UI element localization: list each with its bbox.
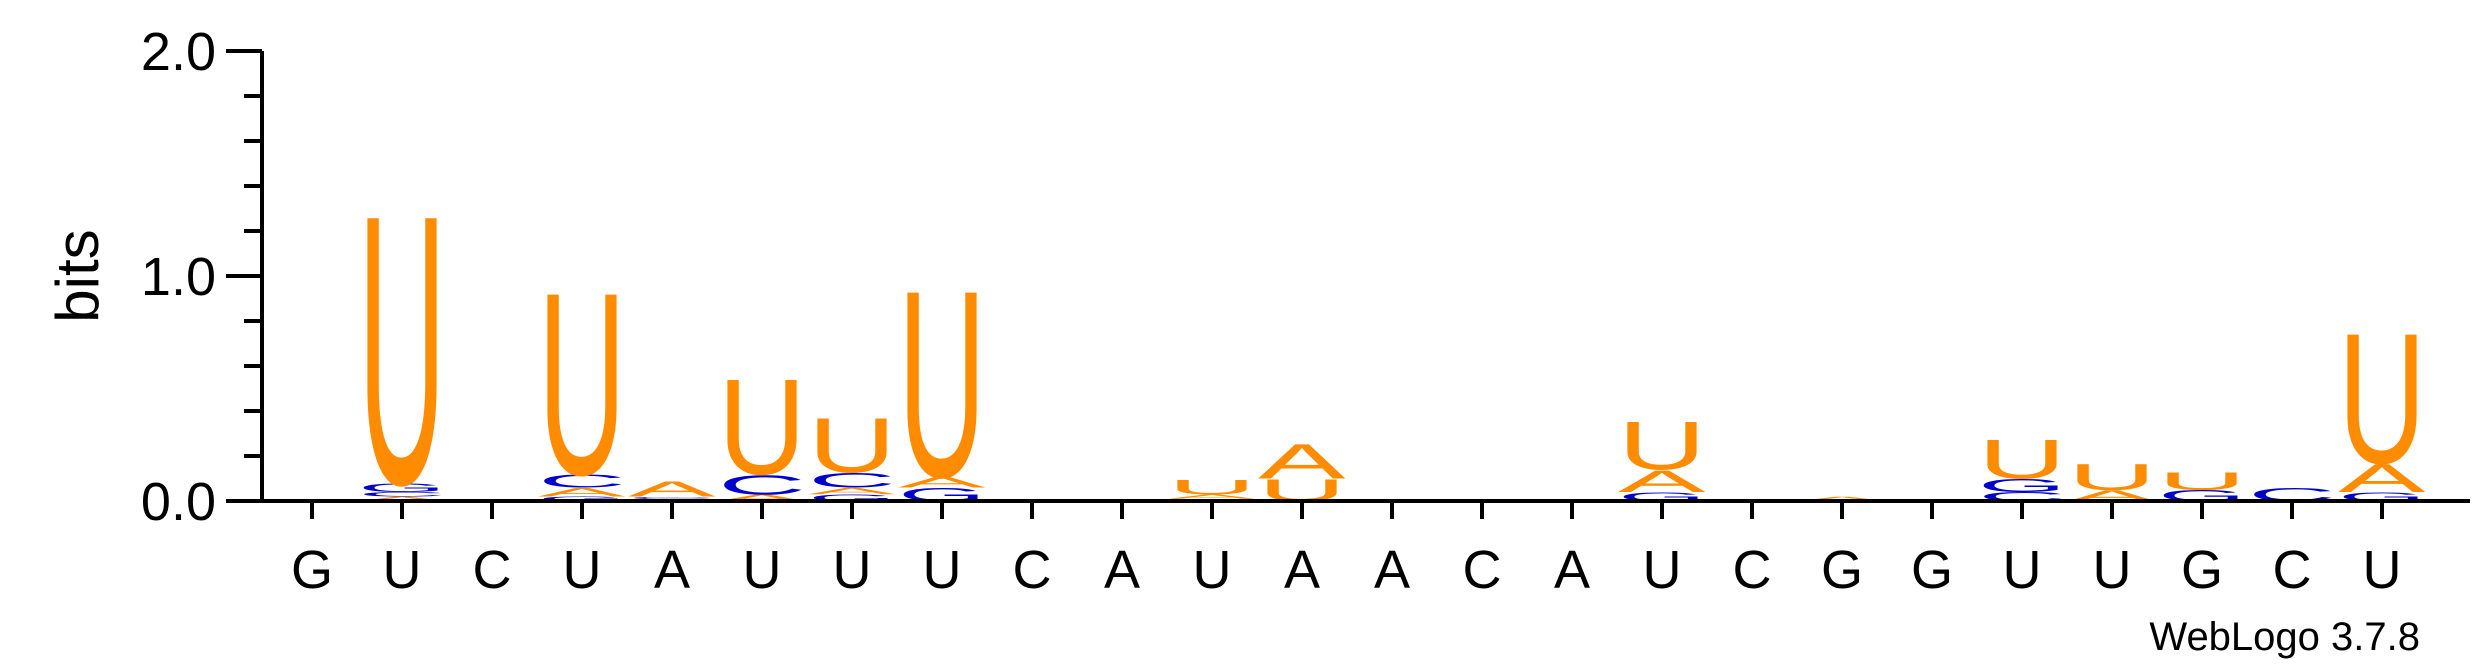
logo-letter-u: U [1978,428,2066,490]
logo-letter-a: A [898,473,986,490]
logo-letter-g: G [358,481,446,495]
x-tick-label: U [563,540,602,600]
x-tick-label: G [1911,540,1953,600]
x-tick-label: A [1284,540,1320,600]
x-tick-label: C [1733,540,1772,600]
x-tick-label: C [1013,540,1052,600]
y-tick-label: 1.0 [141,247,216,307]
logo-letter-u: U [808,402,896,489]
x-tick-label: U [923,540,962,600]
logo-letter-a: A [358,495,446,502]
logo-letter-u: U [718,352,806,504]
logo-letter-u: U [1168,475,1256,499]
logo-letter-u: U [2068,456,2156,498]
logo-letter-u: U [2338,296,2426,503]
logo-letter-c: C [808,468,896,492]
logo-letter-u: U [538,240,626,531]
logo-letter-a: A [718,493,806,503]
x-tick-label: U [1643,540,1682,600]
logo-letter-a: A [1258,434,1347,490]
logo-letter-c: C [718,469,806,500]
x-tick-label: U [833,540,872,600]
logo-letter-u: U [358,137,446,566]
x-tick-label: U [2003,540,2042,600]
x-tick-label: U [383,540,422,600]
logo-letter-u: U [898,234,986,532]
logo-letter-a: A [2338,455,2426,500]
logo-letter-a: A [1798,495,1886,502]
logo-letter-a: A [1168,493,1256,500]
logo-letter-g: G [538,495,626,502]
logo-letter-c: C [358,491,446,498]
x-tick-label: U [2093,540,2132,600]
x-tick-label: G [291,540,333,600]
x-tick-label: A [1554,540,1590,600]
logo-letter-c: C [538,471,626,492]
x-tick-label: A [654,540,690,600]
y-tick-label: 2.0 [141,22,216,82]
y-tick-label: 0.0 [141,472,216,532]
x-tick-label: U [1193,540,1232,600]
y-ticks: 0.0 1.0 2.0 [141,22,262,532]
x-tick-label: C [2273,540,2312,600]
logo-letter-u: U [2158,467,2246,495]
logo-letter-u: U [1618,408,1706,484]
logo-letter-g: G [808,493,896,503]
logo-letter-a: A [1618,464,1706,498]
x-tick-label: A [1104,540,1140,600]
y-axis-label: bits [44,229,111,322]
x-tick-label: U [2363,540,2402,600]
logo-letter-a: A [628,477,716,501]
x-tick-label: G [1821,540,1863,600]
x-tick-label: C [473,540,512,600]
logo-letter-a: A [538,485,627,499]
x-tick-label: C [1463,540,1502,600]
x-tick-label: U [743,540,782,600]
x-tick-label: G [2181,540,2223,600]
logo-letter-c: C [628,496,716,499]
logo-letter-a: A [808,486,896,496]
x-tick-label: A [1374,540,1410,600]
logo-letter-g: G [1978,475,2066,496]
weblogo-credit: WebLogo 3.7.8 [2149,615,2420,659]
